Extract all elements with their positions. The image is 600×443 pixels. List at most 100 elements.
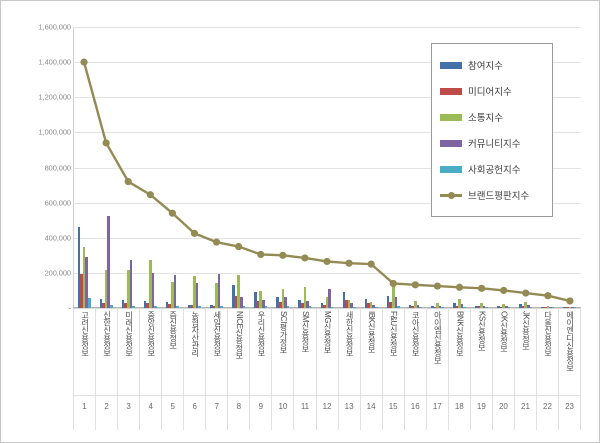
bar-group — [316, 27, 338, 308]
legend-item[interactable]: 사회공헌지수 — [440, 156, 546, 182]
bar — [463, 306, 466, 308]
category-label-cell: OK신용정보 — [492, 308, 514, 396]
bar — [455, 305, 459, 308]
bar — [264, 306, 268, 308]
bar — [168, 304, 172, 308]
bar — [256, 300, 260, 308]
bar — [573, 307, 577, 308]
category-label: BNK신용정보 — [455, 311, 465, 357]
category-column: SM신용정보 11 — [293, 308, 316, 430]
bar — [419, 306, 422, 308]
legend-color-swatch-icon — [440, 139, 462, 147]
rank-label: 3 — [126, 401, 131, 411]
category-column: 즘신용정보 5 — [161, 308, 184, 430]
category-label: 고려신용정보 — [80, 311, 90, 357]
rank-label: 9 — [258, 401, 264, 411]
bar — [242, 305, 246, 308]
bar-group — [471, 27, 493, 308]
bar — [320, 303, 324, 308]
bar — [195, 283, 199, 308]
legend-item[interactable]: 미디어지수 — [440, 78, 546, 104]
legend-item-label: 소통지수 — [468, 113, 503, 124]
bar — [110, 305, 113, 308]
category-label: NICE신용정보 — [234, 311, 244, 359]
bar — [308, 306, 312, 308]
rank-label: 18 — [454, 401, 464, 411]
bar — [107, 215, 110, 308]
bar — [276, 297, 279, 308]
category-label: 세일신용정보 — [212, 311, 222, 357]
category-label-cell: 신한신용정보 — [96, 308, 118, 396]
bar — [369, 301, 373, 308]
rank-label: 20 — [498, 401, 508, 411]
bar — [397, 306, 400, 308]
bar-group — [515, 27, 537, 308]
bar — [527, 305, 530, 308]
bar — [301, 303, 304, 308]
category-label-cell: NICE신용정보 — [228, 308, 250, 396]
bar — [475, 305, 478, 308]
bar-group — [559, 27, 581, 308]
category-label-cell: 코아신용정보 — [404, 308, 426, 396]
category-label-cell: 즘신용정보 — [162, 308, 184, 396]
bar — [352, 306, 356, 308]
bar — [298, 299, 301, 308]
bar — [372, 304, 376, 308]
bar-group — [360, 27, 382, 308]
bar-group — [493, 27, 515, 308]
category-column: SCI평가정보 10 — [271, 308, 294, 430]
category-column: NICE신용정보 8 — [227, 308, 250, 430]
y-axis-tick-label: 400,000 — [44, 233, 72, 243]
category-column: BNK신용정보 18 — [447, 308, 470, 430]
bar — [124, 303, 127, 308]
legend-item[interactable]: 커뮤니티지수 — [440, 130, 546, 156]
legend-item-label: 미디어지수 — [468, 87, 512, 98]
bar-group — [272, 27, 294, 308]
bar — [477, 306, 481, 308]
bar — [364, 298, 368, 308]
bar — [485, 307, 489, 308]
category-column: 아이엠신용정보 17 — [425, 308, 448, 430]
bar — [551, 307, 555, 308]
category-label-cell: 새한신용정보 — [338, 308, 360, 396]
legend-item[interactable]: 브랜드평판지수 — [440, 182, 546, 208]
bar-group — [426, 27, 448, 308]
category-label-cell: JK신용정보 — [514, 308, 536, 396]
category-label-cell: 에이엔디신용정보 — [559, 308, 581, 396]
category-column: 신한신용정보 2 — [95, 308, 118, 430]
legend-item-label: 브랜드평판지수 — [468, 191, 530, 202]
bar — [212, 305, 216, 308]
category-label-cell: 다올신용정보 — [536, 308, 559, 396]
category-column: 미래신용정보 3 — [117, 308, 140, 430]
category-label-cell: 우리신용정보 — [250, 308, 272, 396]
category-label: 미래신용정보 — [124, 311, 134, 357]
bar — [345, 299, 348, 308]
rank-label: 2 — [104, 401, 109, 411]
category-column: OK신용정보 20 — [491, 308, 514, 430]
rank-label: 8 — [236, 401, 242, 411]
bar — [458, 299, 461, 308]
bar-group — [338, 27, 360, 308]
bar-group — [206, 27, 228, 308]
bar — [284, 297, 287, 308]
legend-item[interactable]: 소통지수 — [440, 104, 546, 130]
y-axis-tick-label: 1,600,000 — [38, 22, 72, 32]
bar — [438, 305, 442, 308]
bar-group — [404, 27, 426, 308]
bar — [541, 306, 544, 308]
bar — [416, 304, 420, 308]
legend-item[interactable]: 참여지수 — [440, 52, 546, 78]
y-axis-tick-label: 1,200,000 — [38, 92, 72, 102]
bar — [507, 307, 511, 308]
bar — [190, 304, 194, 308]
rank-label: 14 — [366, 401, 376, 411]
bar — [367, 302, 370, 308]
rank-label: 6 — [192, 401, 197, 411]
bar — [262, 300, 265, 308]
category-column: 에이엔디신용정보 23 — [558, 308, 582, 430]
category-label-cell: IBK신용정보 — [360, 308, 382, 396]
bar — [129, 259, 133, 308]
rank-label: 1 — [82, 401, 87, 411]
category-label-cell: SCI평가정보 — [272, 308, 294, 396]
bar — [414, 300, 417, 308]
